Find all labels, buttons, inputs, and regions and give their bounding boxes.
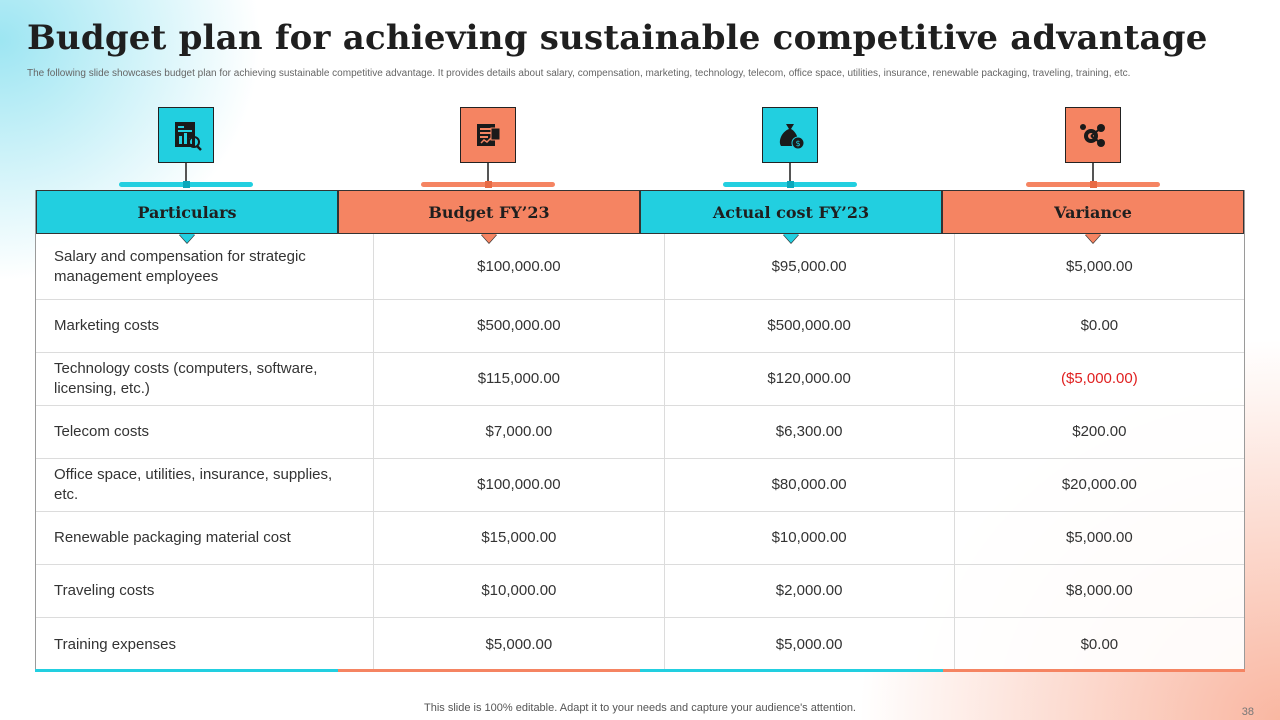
- accent-segment: [337, 669, 640, 672]
- budget-cell: $5,000.00: [374, 618, 665, 671]
- variance-cell: $20,000.00: [1061, 476, 1137, 493]
- money-bag-icon: $: [762, 107, 818, 163]
- budget-cell: $115,000.00: [374, 353, 665, 405]
- header-particulars: Particulars: [36, 190, 338, 243]
- particular-cell: Renewable packaging material cost: [36, 512, 375, 564]
- particular-cell: Training expenses: [36, 618, 375, 671]
- budget-table: Particulars Budget FY’23 Actual cost FY’…: [35, 190, 1245, 671]
- particular-cell: Office space, utilities, insurance, supp…: [36, 459, 375, 511]
- bar-node: [1090, 181, 1097, 188]
- particular-cell: Traveling costs: [36, 565, 375, 617]
- particular-cell: Marketing costs: [36, 300, 375, 352]
- actual-cell: $10,000.00: [665, 512, 955, 564]
- budget-cell: $100,000.00: [374, 459, 665, 511]
- connector-line: [1092, 163, 1094, 183]
- header-budget: Budget FY’23: [338, 190, 640, 243]
- table-row: Technology costs (computers, software, l…: [36, 353, 1244, 406]
- header-label: Actual cost FY’23: [712, 202, 870, 222]
- table-bottom-accent: [35, 669, 1245, 672]
- connector-line: [789, 163, 791, 183]
- accent-segment: [942, 669, 1245, 672]
- svg-text:$: $: [795, 139, 800, 148]
- financial-statement-icon: [460, 107, 516, 163]
- table-row: Telecom costs $7,000.00 $6,300.00 $200.0…: [36, 406, 1244, 459]
- particular-cell: Technology costs (computers, software, l…: [36, 353, 375, 405]
- variance-cell: $5,000.00: [1066, 529, 1133, 546]
- table-row: Office space, utilities, insurance, supp…: [36, 459, 1244, 512]
- budget-cell: $500,000.00: [374, 300, 665, 352]
- slide-subtitle: The following slide showcases budget pla…: [27, 68, 1131, 79]
- connector-line: [487, 163, 489, 183]
- pointer-triangle: [783, 234, 799, 243]
- table-row: Traveling costs $10,000.00 $2,000.00 $8,…: [36, 565, 1244, 618]
- slide-title: Budget plan for achieving sustainable co…: [27, 18, 1208, 58]
- actual-cell: $6,300.00: [665, 406, 955, 458]
- connector-line: [185, 163, 187, 183]
- actual-cell: $95,000.00: [665, 234, 955, 299]
- variance-cell: $8,000.00: [1066, 582, 1133, 599]
- variance-cell: $0.00: [1080, 317, 1119, 334]
- footer-note: This slide is 100% editable. Adapt it to…: [424, 702, 856, 714]
- accent-segment: [35, 669, 338, 672]
- actual-cell: $5,000.00: [665, 618, 955, 671]
- variance-cell: $5,000.00: [1066, 257, 1133, 275]
- particular-cell: Telecom costs: [36, 406, 375, 458]
- table-header: Particulars Budget FY’23 Actual cost FY’…: [36, 190, 1244, 243]
- actual-cell: $80,000.00: [665, 459, 955, 511]
- budget-cell: $10,000.00: [374, 565, 665, 617]
- bar-node: [485, 181, 492, 188]
- budget-cell: $7,000.00: [374, 406, 665, 458]
- table-row: Training expenses $5,000.00 $5,000.00 $0…: [36, 618, 1244, 671]
- page-number: 38: [1241, 706, 1254, 718]
- table-row: Salary and compensation for strategic ma…: [36, 234, 1244, 300]
- header-label: Variance: [1054, 202, 1132, 222]
- budget-cell: $100,000.00: [374, 234, 665, 299]
- actual-cell: $2,000.00: [665, 565, 955, 617]
- variance-cell: ($5,000.00): [1061, 370, 1138, 387]
- variance-cell: $200.00: [1072, 423, 1127, 440]
- report-document-icon: [158, 107, 214, 163]
- table-row: Marketing costs $500,000.00 $500,000.00 …: [36, 300, 1244, 353]
- pointer-triangle: [1085, 234, 1101, 243]
- actual-cell: $120,000.00: [665, 353, 955, 405]
- header-label: Particulars: [137, 202, 237, 222]
- actual-cell: $500,000.00: [665, 300, 955, 352]
- bar-node: [787, 181, 794, 188]
- pointer-triangle: [179, 234, 195, 243]
- header-actual-cost: Actual cost FY’23: [640, 190, 942, 243]
- header-variance: Variance: [942, 190, 1244, 243]
- bar-node: [183, 181, 190, 188]
- particular-cell: Salary and compensation for strategic ma…: [36, 234, 375, 299]
- network-gears-icon: [1065, 107, 1121, 163]
- header-label: Budget FY’23: [428, 202, 550, 222]
- budget-cell: $15,000.00: [374, 512, 665, 564]
- variance-cell: $0.00: [1080, 635, 1119, 653]
- pointer-triangle: [481, 234, 497, 243]
- accent-segment: [640, 669, 943, 672]
- table-row: Renewable packaging material cost $15,00…: [36, 512, 1244, 565]
